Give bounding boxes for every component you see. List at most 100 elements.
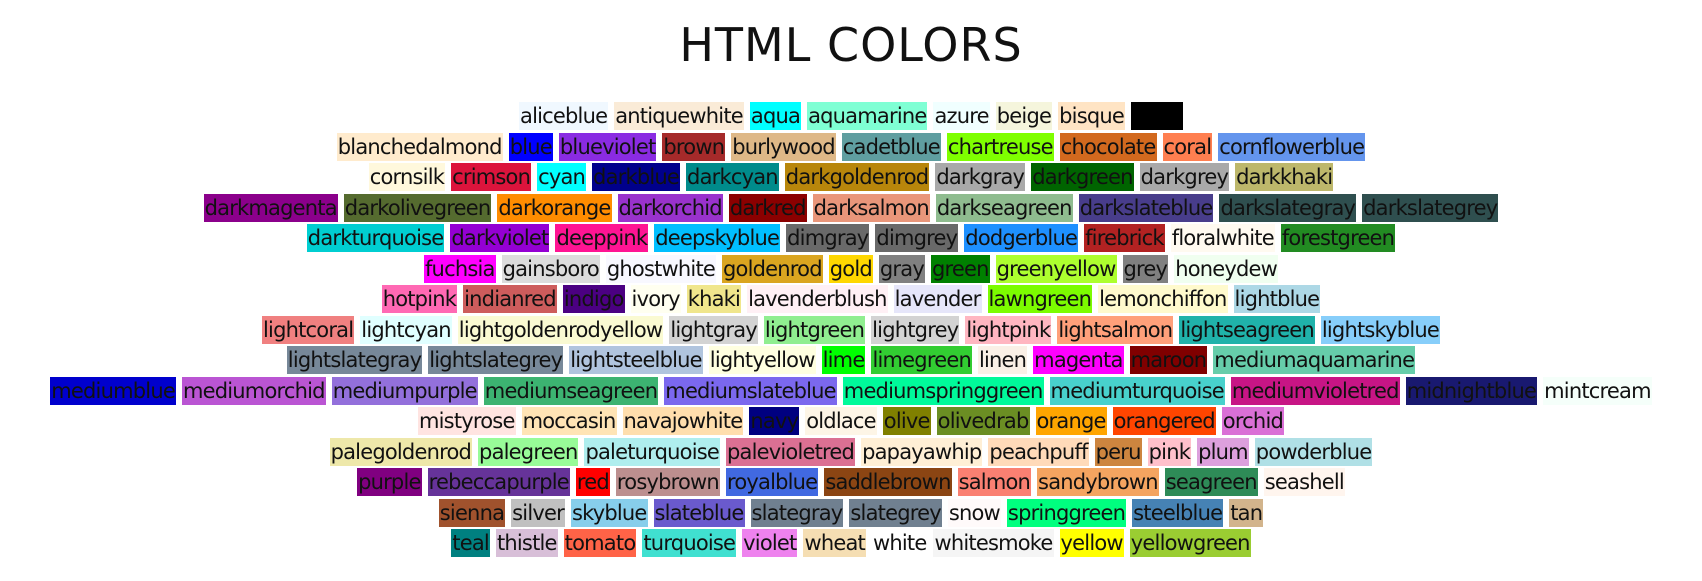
page-title: HTML COLORS bbox=[679, 18, 1023, 72]
color-swatch-peru: peru bbox=[1094, 437, 1142, 466]
color-swatch-cornsilk: cornsilk bbox=[368, 163, 446, 191]
color-swatch-aquamarine: aquamarine bbox=[807, 102, 928, 130]
color-row: darkmagenta darkolivegreen darkorange darko… bbox=[203, 193, 1499, 222]
color-swatch-forestgreen: forestgreen bbox=[1280, 224, 1396, 252]
color-swatch-unlabeled bbox=[1131, 102, 1183, 130]
color-swatch-yellowgreen: yellowgreen bbox=[1129, 529, 1251, 557]
color-row: fuchsia gainsboro ghostwhite goldenrod gold g… bbox=[423, 254, 1279, 283]
color-swatch-rosybrown: rosybrown bbox=[615, 468, 720, 496]
color-swatch-lightcyan: lightcyan bbox=[360, 315, 452, 344]
color-row: hotpink indianred indigo ivory khaki lavender… bbox=[381, 285, 1321, 313]
color-swatch-azure: azure bbox=[933, 102, 990, 130]
color-swatch-limegreen: limegreen bbox=[871, 346, 972, 374]
color-swatch-sandybrown: sandybrown bbox=[1037, 468, 1159, 496]
color-swatch-blue: blue bbox=[508, 132, 553, 161]
color-swatch-navy: navy bbox=[749, 407, 800, 435]
color-swatch-gainsboro: gainsboro bbox=[501, 254, 600, 283]
color-swatch-mediumblue: mediumblue bbox=[50, 376, 176, 405]
color-swatch-lightsteelblue: lightsteelblue bbox=[569, 346, 703, 374]
color-swatch-coral: coral bbox=[1162, 132, 1213, 161]
color-swatch-teal: teal bbox=[451, 529, 490, 557]
color-swatch-lightgrey: lightgrey bbox=[871, 315, 960, 344]
color-row: purple rebeccapurple red rosybrown royalblue… bbox=[357, 468, 1345, 496]
color-swatch-orange: orange bbox=[1035, 407, 1107, 435]
color-row: blanchedalmond blue blueviolet brown burlywo… bbox=[336, 132, 1366, 161]
color-swatch-khaki: khaki bbox=[686, 285, 742, 313]
color-swatch-darkorchid: darkorchid bbox=[617, 193, 723, 222]
color-swatch-dimgrey: dimgrey bbox=[875, 224, 959, 252]
color-swatch-lightsalmon: lightsalmon bbox=[1057, 315, 1174, 344]
color-swatch-mediumseagreen: mediumseagreen bbox=[483, 376, 659, 405]
color-swatch-darkblue: darkblue bbox=[592, 163, 681, 191]
color-swatch-darkslateblue: darkslateblue bbox=[1078, 193, 1214, 222]
color-swatch-violet: violet bbox=[742, 529, 798, 557]
color-swatch-deepskyblue: deepskyblue bbox=[654, 224, 781, 252]
color-swatch-indigo: indigo bbox=[562, 285, 625, 313]
color-swatch-olive: olive bbox=[882, 407, 931, 435]
color-swatch-lightgray: lightgray bbox=[669, 315, 758, 344]
color-swatch-blueviolet: blueviolet bbox=[558, 132, 657, 161]
color-swatch-mediumspringgreen: mediumspringgreen bbox=[842, 376, 1044, 405]
color-swatch-tomato: tomato bbox=[563, 529, 637, 557]
color-swatch-dodgerblue: dodgerblue bbox=[964, 224, 1079, 252]
color-swatch-gray: gray bbox=[878, 254, 925, 283]
color-swatch-pink: pink bbox=[1147, 437, 1192, 466]
color-swatch-slategray: slategray bbox=[750, 498, 844, 527]
color-row: palegoldenrod palegreen paleturquoise palev… bbox=[329, 437, 1373, 466]
color-swatch-lightseagreen: lightseagreen bbox=[1179, 315, 1315, 344]
color-swatch-darkslategrey: darkslategrey bbox=[1362, 193, 1499, 222]
color-swatch-chartreuse: chartreuse bbox=[946, 132, 1054, 161]
color-swatch-darkcyan: darkcyan bbox=[686, 163, 779, 191]
color-swatch-turquoise: turquoise bbox=[642, 529, 737, 557]
color-swatch-palevioletred: palevioletred bbox=[726, 437, 856, 466]
color-swatch-bisque: bisque bbox=[1058, 102, 1125, 130]
color-swatch-hotpink: hotpink bbox=[381, 285, 458, 313]
color-swatch-mintcream: mintcream bbox=[1543, 376, 1652, 405]
color-swatch-darkgray: darkgray bbox=[935, 163, 1026, 191]
color-swatch-mediumpurple: mediumpurple bbox=[331, 376, 478, 405]
color-swatch-magenta: magenta bbox=[1033, 346, 1124, 374]
color-swatch-powderblue: powderblue bbox=[1254, 437, 1373, 466]
color-swatch-honeydew: honeydew bbox=[1174, 254, 1279, 283]
color-swatch-royalblue: royalblue bbox=[725, 468, 819, 496]
color-swatch-mediumvioletred: mediumvioletred bbox=[1230, 376, 1400, 405]
color-swatch-lavenderblush: lavenderblush bbox=[747, 285, 888, 313]
color-swatch-salmon: salmon bbox=[957, 468, 1032, 496]
color-swatch-olivedrab: olivedrab bbox=[936, 407, 1030, 435]
color-swatch-firebrick: firebrick bbox=[1084, 224, 1165, 252]
color-swatch-sienna: sienna bbox=[438, 498, 506, 527]
color-row: teal thistle tomato turquoise violet wheat whi… bbox=[451, 529, 1251, 557]
color-swatch-brown: brown bbox=[662, 132, 726, 161]
color-swatch-whitesmoke: whitesmoke bbox=[933, 529, 1054, 557]
color-swatch-fuchsia: fuchsia bbox=[423, 254, 496, 283]
color-swatch-linen: linen bbox=[977, 346, 1028, 374]
color-swatch-darkgoldenrod: darkgoldenrod bbox=[784, 163, 930, 191]
color-swatch-darksalmon: darksalmon bbox=[812, 193, 930, 222]
color-swatch-mediumorchid: mediumorchid bbox=[181, 376, 326, 405]
color-swatch-darkturquoise: darkturquoise bbox=[306, 224, 445, 252]
color-row: lightslategray lightslategrey lightsteelbl… bbox=[286, 346, 1416, 374]
color-swatch-orchid: orchid bbox=[1221, 407, 1285, 435]
color-grid: aliceblue antiquewhite aqua aquamarine azure… bbox=[0, 102, 1702, 560]
color-row: sienna silver skyblue slateblue slategray sla… bbox=[438, 498, 1264, 527]
color-swatch-beige: beige bbox=[995, 102, 1053, 130]
color-swatch-darkkhaki: darkkhaki bbox=[1235, 163, 1334, 191]
color-swatch-peachpuff: peachpuff bbox=[988, 437, 1089, 466]
color-swatch-lightblue: lightblue bbox=[1233, 285, 1321, 313]
color-swatch-aqua: aqua bbox=[749, 102, 802, 130]
color-swatch-palegreen: palegreen bbox=[478, 437, 579, 466]
color-swatch-lightcoral: lightcoral bbox=[262, 315, 355, 344]
color-swatch-lightpink: lightpink bbox=[965, 315, 1052, 344]
color-row: aliceblue antiquewhite aqua aquamarine azure… bbox=[519, 102, 1183, 130]
color-swatch-lemonchiffon: lemonchiffon bbox=[1098, 285, 1228, 313]
color-swatch-darkslategray: darkslategray bbox=[1219, 193, 1357, 222]
color-swatch-ivory: ivory bbox=[630, 285, 681, 313]
color-swatch-silver: silver bbox=[511, 498, 565, 527]
color-swatch-lawngreen: lawngreen bbox=[987, 285, 1093, 313]
color-row: mediumblue mediumorchid mediumpurple medium… bbox=[50, 376, 1652, 405]
color-swatch-snow: snow bbox=[947, 498, 1001, 527]
color-swatch-darkseagreen: darkseagreen bbox=[935, 193, 1073, 222]
color-swatch-seashell: seashell bbox=[1263, 468, 1345, 496]
color-swatch-steelblue: steelblue bbox=[1132, 498, 1224, 527]
